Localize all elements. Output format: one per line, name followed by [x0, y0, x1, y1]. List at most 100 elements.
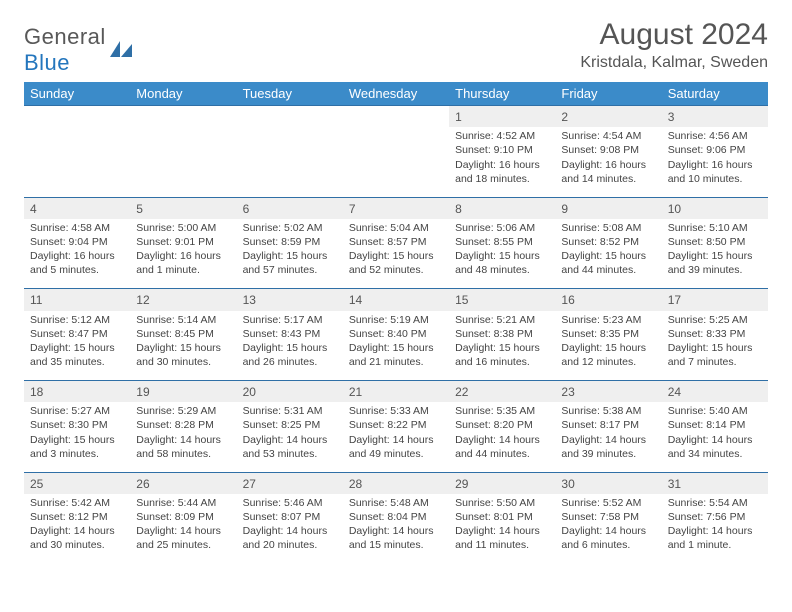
sunrise-text: Sunrise: 4:52 AM	[455, 129, 549, 143]
day-detail-cell: Sunrise: 5:14 AMSunset: 8:45 PMDaylight:…	[130, 311, 236, 381]
day-detail-cell: Sunrise: 5:21 AMSunset: 8:38 PMDaylight:…	[449, 311, 555, 381]
sunset-text: Sunset: 9:06 PM	[668, 143, 762, 157]
day-number: 2	[555, 106, 661, 127]
sunset-text: Sunset: 8:20 PM	[455, 418, 549, 432]
day-number: 21	[343, 381, 449, 402]
sunset-text: Sunset: 8:14 PM	[668, 418, 762, 432]
sunset-text: Sunset: 8:52 PM	[561, 235, 655, 249]
sunset-text: Sunset: 8:40 PM	[349, 327, 443, 341]
sunset-text: Sunset: 8:47 PM	[30, 327, 124, 341]
day-detail-cell	[343, 127, 449, 197]
daylight-text: Daylight: 14 hours and 6 minutes.	[561, 524, 655, 552]
day-detail-cell: Sunrise: 5:27 AMSunset: 8:30 PMDaylight:…	[24, 402, 130, 472]
sunrise-text: Sunrise: 5:52 AM	[561, 496, 655, 510]
sunset-text: Sunset: 8:33 PM	[668, 327, 762, 341]
day-number: 10	[662, 198, 768, 219]
calendar-table: Sunday Monday Tuesday Wednesday Thursday…	[24, 82, 768, 564]
day-number: 14	[343, 289, 449, 310]
day-detail-cell: Sunrise: 5:08 AMSunset: 8:52 PMDaylight:…	[555, 219, 661, 289]
day-number: 31	[662, 473, 768, 494]
day-number	[130, 106, 236, 111]
sunset-text: Sunset: 7:56 PM	[668, 510, 762, 524]
day-number-cell: 2	[555, 106, 661, 128]
day-number-cell: 19	[130, 381, 236, 403]
daylight-text: Daylight: 16 hours and 5 minutes.	[30, 249, 124, 277]
day-number: 11	[24, 289, 130, 310]
day-number-cell: 29	[449, 472, 555, 494]
day-number-cell: 18	[24, 381, 130, 403]
day-number: 6	[237, 198, 343, 219]
day-header: Tuesday	[237, 82, 343, 106]
day-detail-row: Sunrise: 5:12 AMSunset: 8:47 PM Daylight:…	[24, 311, 768, 381]
day-number: 27	[237, 473, 343, 494]
sunset-text: Sunset: 7:58 PM	[561, 510, 655, 524]
day-detail-cell: Sunrise: 5:06 AMSunset: 8:55 PMDaylight:…	[449, 219, 555, 289]
daylight-text: Daylight: 14 hours and 20 minutes.	[243, 524, 337, 552]
daylight-text: Daylight: 14 hours and 15 minutes.	[349, 524, 443, 552]
daylight-text: Daylight: 14 hours and 11 minutes.	[455, 524, 549, 552]
sunset-text: Sunset: 8:30 PM	[30, 418, 124, 432]
daylight-text: Daylight: 15 hours and 48 minutes.	[455, 249, 549, 277]
daylight-text: Daylight: 16 hours and 1 minute.	[136, 249, 230, 277]
page-title: August 2024	[580, 18, 768, 52]
sunrise-text: Sunrise: 5:54 AM	[668, 496, 762, 510]
sunrise-text: Sunrise: 5:17 AM	[243, 313, 337, 327]
day-number: 7	[343, 198, 449, 219]
sunset-text: Sunset: 8:43 PM	[243, 327, 337, 341]
sunset-text: Sunset: 8:35 PM	[561, 327, 655, 341]
day-number-cell: 10	[662, 197, 768, 219]
day-header: Sunday	[24, 82, 130, 106]
daylight-text: Daylight: 16 hours and 18 minutes.	[455, 158, 549, 186]
day-header: Monday	[130, 82, 236, 106]
day-number-cell	[343, 106, 449, 128]
sunrise-text: Sunrise: 4:54 AM	[561, 129, 655, 143]
day-number: 28	[343, 473, 449, 494]
day-detail-row: Sunrise: 4:52 AMSunset: 9:10 PMDaylight:…	[24, 127, 768, 197]
sunset-text: Sunset: 8:09 PM	[136, 510, 230, 524]
brand-text: General Blue	[24, 24, 106, 76]
sunrise-text: Sunrise: 5:23 AM	[561, 313, 655, 327]
sunset-text: Sunset: 8:12 PM	[30, 510, 124, 524]
day-detail-cell	[24, 127, 130, 197]
sunrise-text: Sunrise: 5:38 AM	[561, 404, 655, 418]
sunrise-text: Sunrise: 5:31 AM	[243, 404, 337, 418]
day-number-row: 25262728293031	[24, 472, 768, 494]
brand-sail-icon	[110, 41, 132, 59]
daylight-text: Daylight: 15 hours and 30 minutes.	[136, 341, 230, 369]
day-number-cell: 12	[130, 289, 236, 311]
day-detail-cell: Sunrise: 5:35 AMSunset: 8:20 PMDaylight:…	[449, 402, 555, 472]
day-detail-cell: Sunrise: 5:48 AMSunset: 8:04 PMDaylight:…	[343, 494, 449, 564]
daylight-text: Daylight: 15 hours and 21 minutes.	[349, 341, 443, 369]
day-number: 12	[130, 289, 236, 310]
day-number-cell: 27	[237, 472, 343, 494]
sunset-text: Sunset: 8:50 PM	[668, 235, 762, 249]
day-detail-cell: Sunrise: 5:33 AMSunset: 8:22 PMDaylight:…	[343, 402, 449, 472]
day-detail-cell: Sunrise: 4:52 AMSunset: 9:10 PMDaylight:…	[449, 127, 555, 197]
day-detail-cell: Sunrise: 5:38 AMSunset: 8:17 PMDaylight:…	[555, 402, 661, 472]
sunrise-text: Sunrise: 5:21 AM	[455, 313, 549, 327]
day-detail-cell: Sunrise: 5:17 AMSunset: 8:43 PMDaylight:…	[237, 311, 343, 381]
day-number-cell: 5	[130, 197, 236, 219]
sunset-text: Sunset: 8:38 PM	[455, 327, 549, 341]
daylight-text: Daylight: 14 hours and 44 minutes.	[455, 433, 549, 461]
daylight-text: Daylight: 15 hours and 52 minutes.	[349, 249, 443, 277]
day-detail-cell: Sunrise: 5:02 AMSunset: 8:59 PMDaylight:…	[237, 219, 343, 289]
sunrise-text: Sunrise: 5:19 AM	[349, 313, 443, 327]
sunrise-text: Sunrise: 5:25 AM	[668, 313, 762, 327]
day-number: 25	[24, 473, 130, 494]
day-number-row: 18192021222324	[24, 381, 768, 403]
sunset-text: Sunset: 9:08 PM	[561, 143, 655, 157]
day-header: Saturday	[662, 82, 768, 106]
day-number-cell: 6	[237, 197, 343, 219]
day-number-row: 123	[24, 106, 768, 128]
sunset-text: Sunset: 8:45 PM	[136, 327, 230, 341]
day-detail-cell: Sunrise: 5:10 AMSunset: 8:50 PMDaylight:…	[662, 219, 768, 289]
day-number-cell: 26	[130, 472, 236, 494]
sunrise-text: Sunrise: 5:42 AM	[30, 496, 124, 510]
day-detail-cell	[130, 127, 236, 197]
day-number: 24	[662, 381, 768, 402]
day-number-cell	[130, 106, 236, 128]
sunrise-text: Sunrise: 5:10 AM	[668, 221, 762, 235]
day-number-cell: 15	[449, 289, 555, 311]
sunrise-text: Sunrise: 5:12 AM	[30, 313, 124, 327]
